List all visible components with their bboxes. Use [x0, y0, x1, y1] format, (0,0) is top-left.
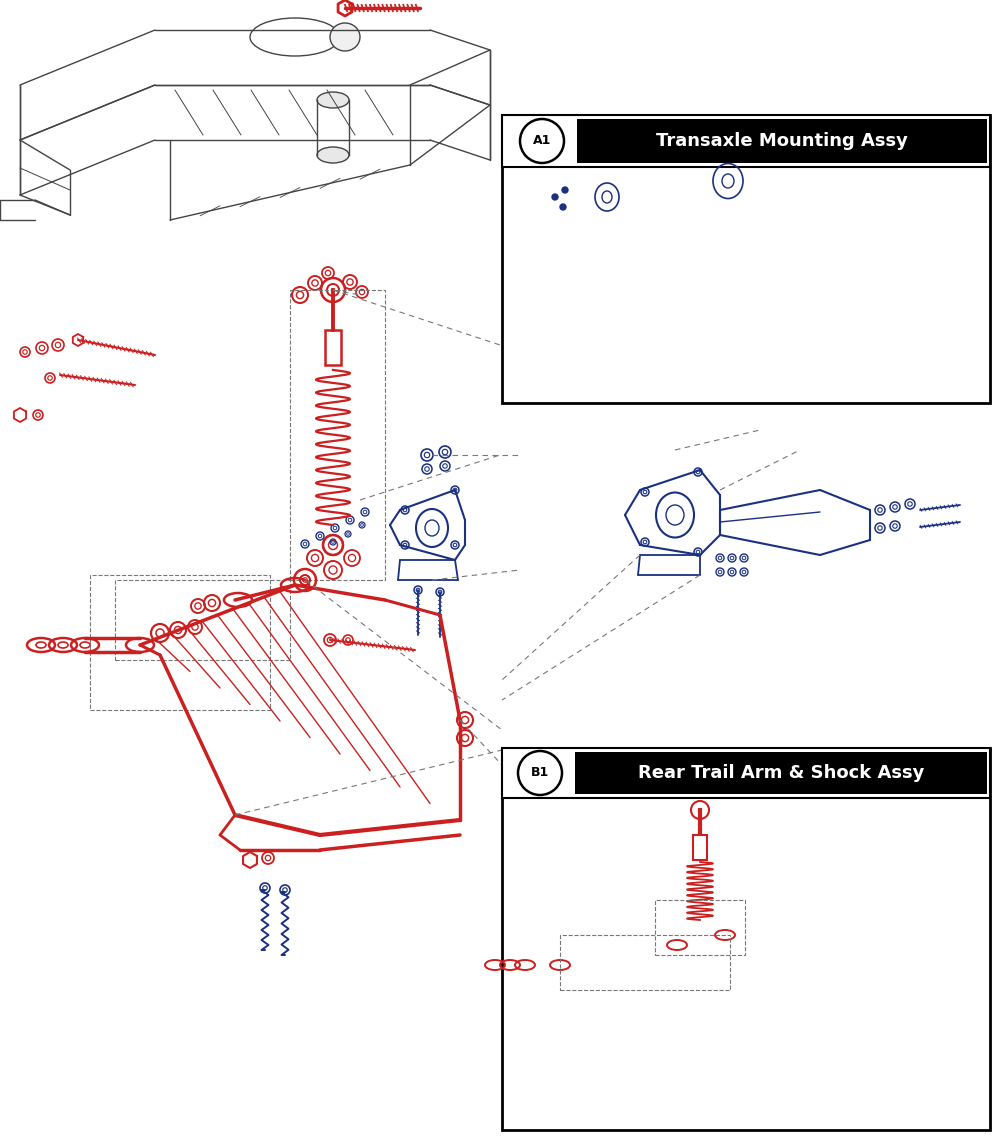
Bar: [502, 748, 990, 798]
Circle shape: [560, 204, 566, 210]
Bar: [577, 119, 987, 163]
Ellipse shape: [317, 147, 349, 163]
Circle shape: [518, 751, 562, 795]
Ellipse shape: [330, 23, 360, 51]
Circle shape: [562, 187, 568, 193]
Circle shape: [552, 194, 558, 199]
Bar: [90, 575, 270, 710]
Bar: [502, 748, 990, 1130]
Ellipse shape: [317, 92, 349, 108]
Bar: [325, 329, 341, 365]
Bar: [693, 834, 707, 860]
Bar: [502, 115, 990, 166]
Bar: [560, 935, 730, 990]
Bar: [115, 580, 290, 660]
Circle shape: [520, 119, 564, 163]
Text: Rear Trail Arm & Shock Assy: Rear Trail Arm & Shock Assy: [638, 764, 924, 782]
Bar: [655, 899, 745, 955]
Bar: [575, 752, 987, 793]
Text: A1: A1: [533, 135, 551, 147]
Text: B1: B1: [531, 766, 549, 780]
Bar: [290, 290, 385, 580]
Bar: [502, 115, 990, 404]
Text: Transaxle Mounting Assy: Transaxle Mounting Assy: [656, 132, 908, 150]
